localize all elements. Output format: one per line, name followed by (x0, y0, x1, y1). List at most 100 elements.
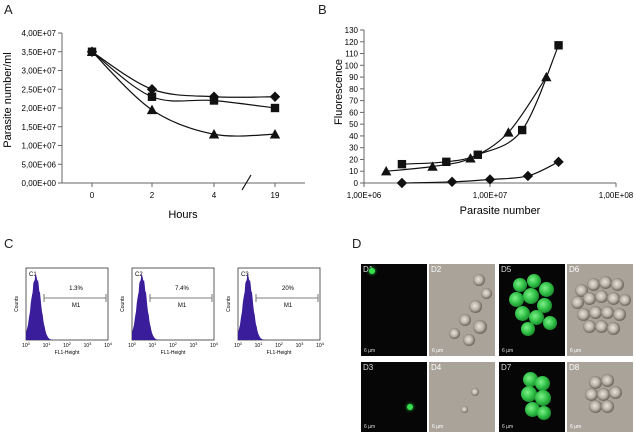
fluorescent-spot (369, 268, 375, 274)
chart-b-y-tick-label: 70 (349, 97, 358, 106)
chart-b-y-tick-label: 130 (345, 26, 359, 35)
chart-a-series-line-diamond (91, 51, 276, 98)
chart-b-y-tick-label: 30 (349, 144, 358, 153)
histogram-x-tick-label: 102 (63, 341, 72, 349)
cell (583, 320, 596, 333)
chart-a-y-tick-label: 1,00E+07 (22, 142, 57, 151)
cell (521, 322, 535, 336)
cell (537, 406, 551, 420)
chart-b-y-tick-label: 90 (349, 73, 358, 82)
histogram-x-tick-label: 104 (210, 341, 218, 349)
scale-bar-label: 6 µm (570, 424, 582, 430)
chart-b-series-line-square (401, 45, 560, 165)
cell (571, 296, 584, 309)
cell (611, 278, 624, 291)
histogram-x-tick-label: 101 (43, 341, 52, 349)
cell (535, 376, 550, 391)
micrograph-d7: D7 6 µm (499, 362, 565, 432)
chart-a-y-tick-label: 1,50E+07 (22, 123, 57, 132)
histogram-x-tick-label: 102 (275, 341, 284, 349)
cell (587, 278, 600, 291)
chart-a-ylabel: Parasite number/ml (2, 52, 14, 147)
histogram-xlabel: FL1-Height (161, 350, 186, 356)
histogram-xlabel: FL1-Height (267, 350, 292, 356)
chart-b-series-line-triangle (386, 76, 547, 172)
chart-b-y-tick-label: 100 (345, 61, 359, 70)
micrograph-d3-label: D3 (363, 363, 374, 372)
chart-a-axis-break (241, 174, 252, 191)
chart-a-series-line-triangle (91, 51, 276, 137)
histogram-x-tick-exponent: 0 (134, 341, 137, 346)
histogram-ylabel: Counts (120, 296, 126, 312)
chart-b-point-diamond (522, 170, 534, 182)
cell (529, 310, 544, 325)
cell (607, 292, 620, 305)
cell (509, 292, 524, 307)
histogram-frame (131, 267, 215, 341)
histogram-x-tick-label: 103 (296, 341, 305, 349)
cell (601, 306, 614, 319)
chart-a-x-tick-label: 19 (271, 191, 280, 200)
chart-b-y-tick-label: 10 (349, 167, 358, 176)
chart-a-y-tick-label: 3,00E+07 (22, 67, 57, 76)
cell (535, 390, 551, 406)
chart-a-y-tick-label: 2,50E+07 (22, 85, 57, 94)
cell (471, 388, 479, 396)
chart-b-series-line-diamond (401, 161, 559, 184)
cell (599, 276, 612, 289)
histogram-x-tick-label: 102 (169, 341, 178, 349)
chart-b-y-tick-label: 40 (349, 132, 358, 141)
cell (463, 334, 475, 346)
histogram-x-tick-exponent: 1 (260, 341, 263, 346)
micrograph-d2-label: D2 (431, 265, 442, 274)
cell (527, 274, 541, 288)
chart-b-y-tick-label: 20 (349, 155, 358, 164)
histogram-ylabel: Counts (14, 296, 20, 312)
cell (539, 282, 554, 297)
chart-b-point-diamond (446, 176, 458, 188)
chart-a-y-tick-label: 5,00E+06 (22, 160, 57, 169)
cell (473, 274, 485, 286)
micrograph-d4-label: D4 (431, 363, 442, 372)
histogram-x-tick-label: 101 (255, 341, 264, 349)
histogram-distribution (26, 273, 66, 340)
chart-b-ylabel: Fluorescence (333, 59, 345, 125)
chart-a-x-tick-label: 4 (212, 191, 217, 200)
micrograph-d7-label: D7 (501, 363, 512, 372)
micrograph-d4: D4 6 µm (429, 362, 495, 432)
scale-bar-label: 6 µm (570, 348, 582, 354)
histogram-x-tick-exponent: 1 (154, 341, 157, 346)
micrograph-d1: D1 6 µm (361, 264, 427, 356)
histogram-x-tick-label: 104 (104, 341, 112, 349)
histogram-x-tick-label: 104 (316, 341, 324, 349)
chart-b-y-tick-label: 120 (345, 38, 359, 47)
histogram-x-tick-exponent: 3 (89, 341, 92, 346)
chart-a-x-tick-label: 0 (90, 191, 95, 200)
chart-a-point-triangle (208, 129, 220, 139)
cell (473, 320, 487, 334)
chart-b-point-triangle (541, 71, 552, 82)
chart-b-y-tick-label: 60 (349, 108, 358, 117)
chart-a-xlabel: Hours (168, 209, 198, 221)
cell (513, 278, 527, 292)
histogram-ylabel: Counts (226, 296, 232, 312)
histogram-label: C1 (29, 272, 37, 278)
gate-m1-label: M1 (284, 303, 293, 309)
gate-percent: 20% (282, 286, 295, 292)
cell (589, 376, 602, 389)
chart-b-y-tick-label: 80 (349, 85, 358, 94)
chart-a-point-diamond (269, 91, 281, 102)
chart-b-y-tick-label: 110 (345, 50, 358, 59)
histogram-x-tick-exponent: 4 (322, 341, 324, 346)
micrograph-d1-label: D1 (363, 265, 373, 274)
chart-a-point-triangle (86, 46, 98, 56)
micrograph-d6-label: D6 (569, 265, 580, 274)
gate-percent: 7.4% (175, 286, 189, 292)
histogram-x-tick-exponent: 2 (175, 341, 178, 346)
chart-b-point-square (517, 125, 527, 135)
cell (595, 320, 608, 333)
cell (619, 294, 631, 306)
histogram-frame (25, 267, 109, 341)
gate-percent: 1.3% (69, 286, 83, 292)
